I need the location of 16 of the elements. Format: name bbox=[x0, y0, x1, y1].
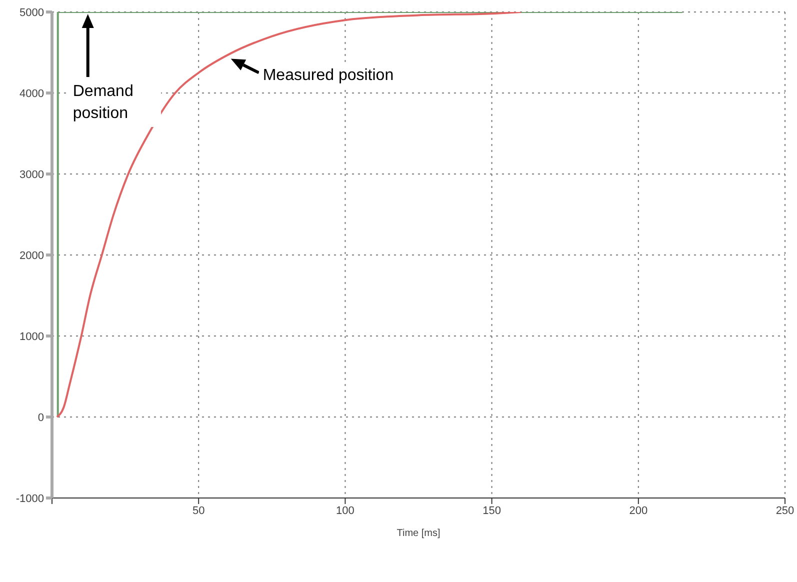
y-tick-label: 3000 bbox=[20, 168, 44, 181]
series-label: Demand position bbox=[68, 79, 161, 127]
x-tick-label: 50 bbox=[192, 504, 205, 517]
x-axis-title: Time [ms] bbox=[396, 528, 440, 539]
x-tick-label: 100 bbox=[336, 504, 354, 517]
y-tick-label: -1000 bbox=[16, 492, 44, 505]
x-tick-label: 200 bbox=[629, 504, 648, 517]
x-tick-label: 150 bbox=[482, 504, 501, 517]
y-tick-label: 4000 bbox=[20, 88, 44, 100]
line-series bbox=[56, 12, 522, 418]
y-tick-label: 2000 bbox=[20, 250, 44, 262]
y-tick-label: 0 bbox=[38, 412, 44, 424]
y-tick-label: 5000 bbox=[20, 6, 44, 19]
series-label: Measured position bbox=[258, 62, 398, 89]
y-tick-label: 1000 bbox=[20, 330, 44, 343]
x-tick-label: 250 bbox=[776, 504, 794, 517]
